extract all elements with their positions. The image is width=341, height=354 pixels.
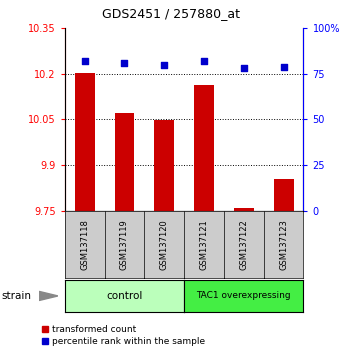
Point bbox=[201, 58, 207, 64]
Bar bbox=[115, 113, 134, 211]
Text: control: control bbox=[106, 291, 143, 301]
Text: GSM137121: GSM137121 bbox=[199, 219, 209, 270]
Bar bbox=[273, 179, 294, 211]
Legend: transformed count, percentile rank within the sample: transformed count, percentile rank withi… bbox=[39, 321, 209, 349]
Bar bbox=[194, 85, 214, 211]
Text: GDS2451 / 257880_at: GDS2451 / 257880_at bbox=[102, 7, 239, 20]
Point bbox=[122, 60, 127, 66]
Point bbox=[162, 62, 167, 68]
Point bbox=[82, 58, 87, 64]
Polygon shape bbox=[39, 291, 58, 301]
Point bbox=[281, 64, 286, 69]
Bar bbox=[75, 73, 94, 211]
Text: GSM137119: GSM137119 bbox=[120, 219, 129, 270]
Text: GSM137122: GSM137122 bbox=[239, 219, 248, 270]
Bar bbox=[154, 120, 174, 211]
Text: TAC1 overexpressing: TAC1 overexpressing bbox=[196, 291, 291, 300]
Point bbox=[241, 65, 247, 71]
Text: GSM137123: GSM137123 bbox=[279, 219, 288, 270]
Text: strain: strain bbox=[2, 291, 32, 301]
Bar bbox=[234, 208, 254, 211]
Text: GSM137118: GSM137118 bbox=[80, 219, 89, 270]
Text: GSM137120: GSM137120 bbox=[160, 219, 169, 270]
